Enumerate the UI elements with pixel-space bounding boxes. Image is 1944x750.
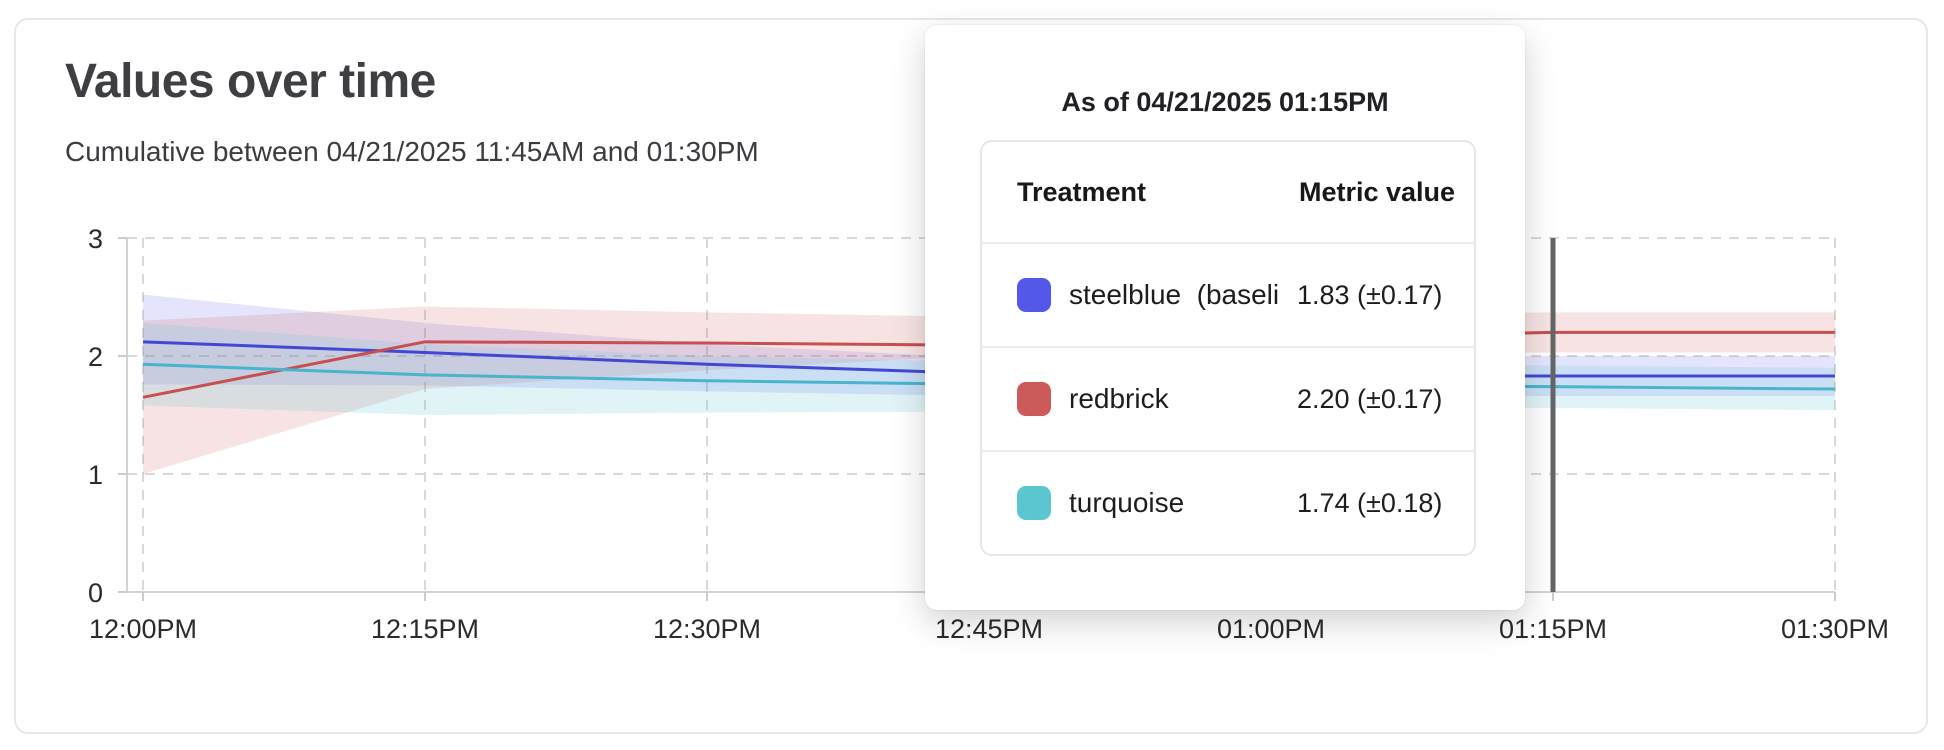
x-tick-label: 01:30PM bbox=[1781, 614, 1889, 644]
x-tick-label: 12:45PM bbox=[935, 614, 1043, 644]
x-tick-label: 12:15PM bbox=[371, 614, 479, 644]
tooltip-table: Treatment Metric value steelblue (baseli… bbox=[980, 140, 1476, 556]
y-tick-label: 3 bbox=[88, 224, 103, 254]
chart-subtitle: Cumulative between 04/21/2025 11:45AM an… bbox=[65, 136, 759, 167]
table-row: steelblue (baseli 1.83 (±0.17) bbox=[982, 242, 1474, 346]
tooltip-timestamp: As of 04/21/2025 01:15PM bbox=[1061, 87, 1389, 117]
y-tick-label: 1 bbox=[88, 460, 103, 490]
x-tick-label: 01:15PM bbox=[1499, 614, 1607, 644]
metric-value: 2.20 (±0.17) bbox=[1297, 383, 1443, 414]
treatment-color-swatch bbox=[1017, 278, 1051, 312]
tooltip-table-header: Treatment Metric value bbox=[982, 142, 1474, 242]
treatment-label: redbrick bbox=[1069, 383, 1169, 414]
treatment-label: turquoise bbox=[1069, 487, 1185, 518]
column-header-metric-value: Metric value bbox=[1299, 176, 1456, 207]
x-tick-label: 12:00PM bbox=[89, 614, 197, 644]
metric-value: 1.74 (±0.18) bbox=[1297, 487, 1443, 518]
metric-value: 1.83 (±0.17) bbox=[1297, 279, 1443, 310]
page-title: Values over time bbox=[65, 55, 436, 108]
table-row: turquoise 1.74 (±0.18) bbox=[982, 450, 1474, 554]
treatment-label: steelblue (baseli bbox=[1069, 279, 1280, 310]
treatment-color-swatch bbox=[1017, 382, 1051, 416]
table-row: redbrick 2.20 (±0.17) bbox=[982, 346, 1474, 450]
x-tick-label: 01:00PM bbox=[1217, 614, 1325, 644]
hover-tooltip: As of 04/21/2025 01:15PM Treatment Metri… bbox=[925, 25, 1525, 610]
y-tick-label: 0 bbox=[88, 578, 103, 608]
y-tick-label: 2 bbox=[88, 342, 103, 372]
x-tick-label: 12:30PM bbox=[653, 614, 761, 644]
column-header-treatment: Treatment bbox=[1017, 176, 1147, 207]
treatment-color-swatch bbox=[1017, 486, 1051, 520]
